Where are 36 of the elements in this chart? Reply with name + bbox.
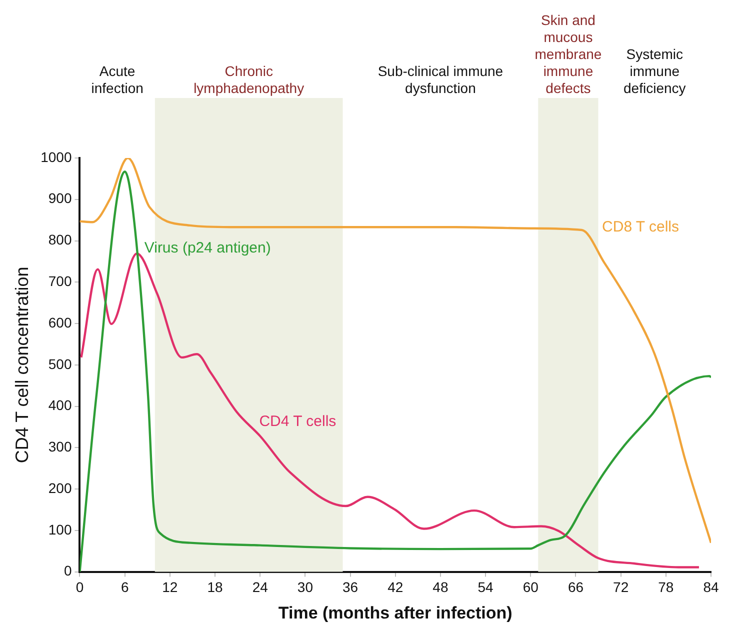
y-tick-label: 800 <box>48 232 72 248</box>
band-label: Chronic lymphadenopathy <box>194 62 304 96</box>
x-tick-label: 72 <box>613 579 629 596</box>
y-tick-label: 1000 <box>40 148 72 165</box>
text: Acute infection <box>91 62 144 96</box>
x-tick-label: 84 <box>703 579 719 596</box>
y-tick-label: 700 <box>48 273 72 289</box>
y-tick-label: 200 <box>48 480 72 496</box>
x-axis-title: Time (months after infection) <box>278 603 512 622</box>
y-axis-title: CD4 T cell concentration <box>12 266 32 464</box>
x-tick-label: 18 <box>207 579 224 596</box>
x-tick-label: 78 <box>658 579 674 596</box>
x-tick-label: 24 <box>252 579 268 596</box>
x-tick-label: 60 <box>522 579 539 596</box>
x-tick-label: 30 <box>297 579 314 596</box>
y-tick-label: 900 <box>48 190 72 206</box>
band-label: Skin and mucous membrane immune defects <box>534 12 602 96</box>
y-tick-label: 500 <box>48 356 72 372</box>
y-tick-label: 400 <box>48 397 72 414</box>
series-label: Virus (p24 antigen) <box>144 239 271 256</box>
series-label: CD8 T cells <box>602 218 680 236</box>
x-tick-label: 0 <box>76 579 84 596</box>
series-label: CD4 T cells <box>259 413 336 430</box>
x-tick-label: 48 <box>432 579 448 596</box>
x-tick-label: 54 <box>478 579 494 596</box>
text: Systemic immune deficiency <box>624 46 686 96</box>
y-tick-label: 300 <box>48 438 72 455</box>
y-tick-label: 100 <box>48 521 72 538</box>
x-tick-label: 6 <box>120 579 129 596</box>
x-tick-label: 66 <box>568 579 584 596</box>
y-tick-label: 0 <box>64 562 72 579</box>
text: Sub-clinical immune dysfunction <box>378 62 504 96</box>
x-tick-label: 36 <box>342 579 358 596</box>
y-tick-label: 600 <box>48 314 72 330</box>
x-tick-label: 12 <box>162 579 178 596</box>
x-tick-label: 42 <box>388 579 404 596</box>
